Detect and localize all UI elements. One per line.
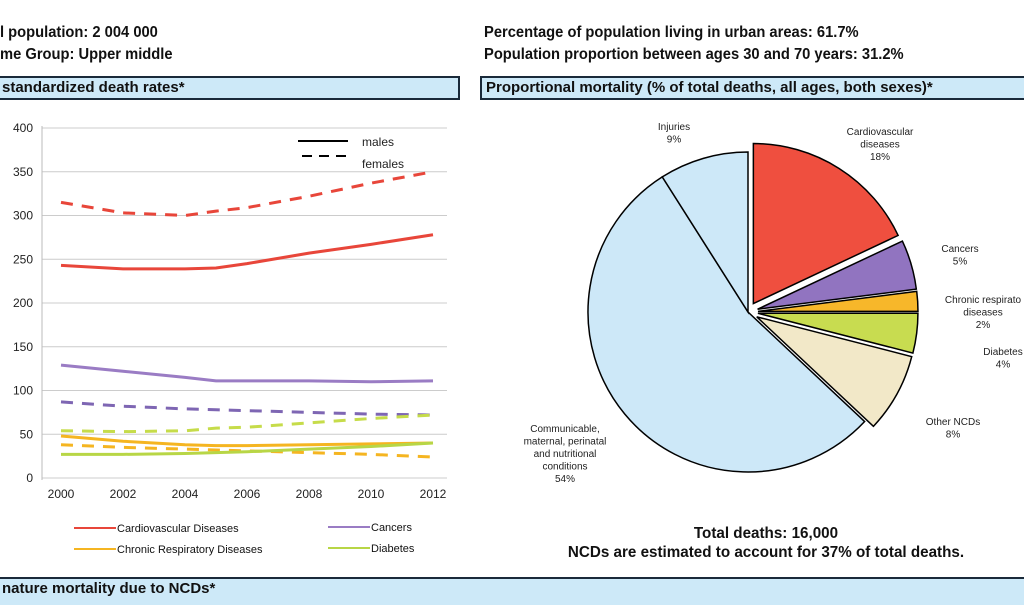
- pie-slice-label: Chronic respirato: [945, 295, 1022, 306]
- pie-slice-label: Other NCDs: [926, 417, 980, 428]
- line-chronic-respiratory-diseases-females: [60, 443, 434, 459]
- pie-slice-label: Cardiovascular: [847, 127, 914, 138]
- pie-slice-percent: 5%: [953, 257, 968, 268]
- charts-svg: 0 50 100 150 200 250 300 350 400 2000 2002 2004 2006…: [13, 121, 1023, 556]
- pie-slice-percent: 54%: [555, 474, 575, 485]
- pie-slice: [587, 175, 866, 473]
- y-tick-label: 100: [13, 384, 33, 398]
- section-title-death-rates: standardized death rates*: [0, 76, 460, 100]
- legend-females: females: [362, 157, 404, 171]
- line-cardiovascular-diseases-males: [60, 233, 434, 271]
- y-tick-label: 200: [13, 296, 33, 310]
- pie-slice: [757, 312, 919, 354]
- section-title-proportional-mortality: Proportional mortality (% of total death…: [480, 76, 1024, 100]
- x-tick-label: 2008: [296, 487, 323, 501]
- pie-slice-percent: 18%: [870, 152, 890, 163]
- legend-males: males: [362, 135, 394, 149]
- pie-slice: [752, 142, 900, 305]
- pie-slice-label: Communicable,: [530, 424, 599, 435]
- x-tick-label: 2006: [234, 487, 261, 501]
- line-chronic-respiratory-diseases-males: [60, 434, 434, 448]
- line-cardiovascular-diseases-females: [60, 170, 434, 218]
- pie-slice-label: Injuries: [658, 122, 690, 133]
- pie-slice: [756, 316, 913, 428]
- y-tick-label: 250: [13, 252, 33, 266]
- line-cancers-males: [60, 363, 434, 384]
- y-tick-label: 300: [13, 209, 33, 223]
- line-cancers-females: [60, 400, 434, 417]
- line-diabetes-females: [60, 413, 434, 434]
- section-title-premature-mortality: nature mortality due to NCDs*: [0, 577, 1024, 605]
- pie-slice: [661, 151, 749, 315]
- pie-slice-label: diseases: [963, 308, 1002, 319]
- pie-slice-label: maternal, perinatal: [524, 437, 607, 448]
- x-tick-label: 2010: [358, 487, 385, 501]
- y-tick-label: 50: [20, 427, 34, 441]
- pie-slice-percent: 2%: [976, 320, 991, 331]
- y-tick-label: 400: [13, 121, 33, 135]
- legend-label: Cancers: [371, 522, 412, 534]
- income-group-text: me Group: Upper middle: [0, 46, 173, 63]
- age-proportion-text: Population proportion between ages 30 an…: [484, 46, 904, 63]
- pie-slice-label: Cancers: [941, 244, 978, 255]
- x-tick-label: 2002: [110, 487, 137, 501]
- pie-slice: [757, 290, 919, 313]
- legend-label: Cardiovascular Diseases: [117, 523, 239, 535]
- population-text: l population: 2 004 000: [0, 24, 158, 41]
- y-tick-label: 150: [13, 340, 33, 354]
- pie-slice-label: diseases: [860, 140, 899, 151]
- y-tick-label: 350: [13, 165, 33, 179]
- legend-label: Chronic Respiratory Diseases: [117, 544, 263, 556]
- pie-slice-label: conditions: [542, 462, 587, 473]
- line-diabetes-males: [61, 441, 434, 456]
- y-tick-label: 0: [26, 471, 33, 485]
- pie-slice-percent: 4%: [996, 360, 1011, 371]
- ncd-share: NCDs are estimated to account for 37% of…: [567, 544, 965, 561]
- pie-slice: [757, 240, 918, 310]
- pie-slice-label: and nutritional: [534, 449, 597, 460]
- pie-slice-label: Diabetes: [983, 347, 1022, 358]
- urban-text: Percentage of population living in urban…: [484, 24, 859, 41]
- pie-slice-percent: 9%: [667, 135, 682, 146]
- x-tick-label: 2012: [420, 487, 447, 501]
- legend-label: Diabetes: [371, 543, 415, 555]
- pie-slice-percent: 8%: [946, 430, 961, 441]
- total-deaths: Total deaths: 16,000: [693, 525, 839, 542]
- x-tick-label: 2004: [172, 487, 199, 501]
- x-tick-label: 2000: [48, 487, 75, 501]
